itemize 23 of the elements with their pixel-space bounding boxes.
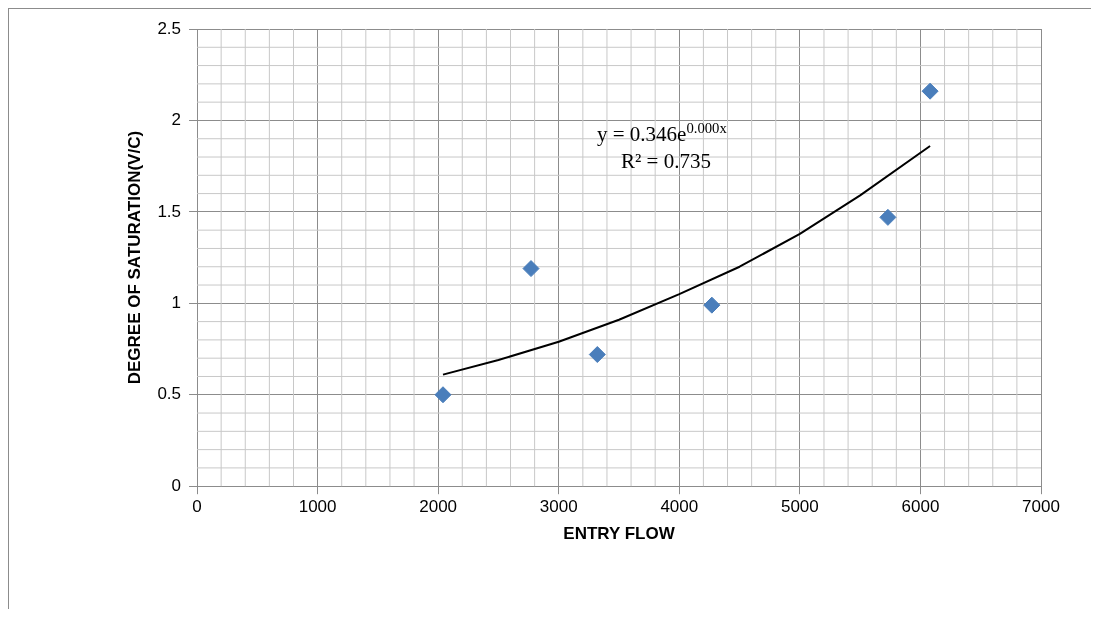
y-tick-label: 2.5: [157, 18, 182, 38]
x-tick-label: 7000: [1022, 497, 1060, 517]
x-tick-label: 0: [192, 497, 202, 517]
y-tick-label: 0: [171, 475, 182, 495]
y-tick-label: 1.5: [157, 201, 182, 221]
point: [588, 346, 606, 364]
y-tick-label: 2: [171, 110, 182, 130]
annotation: R² = 0.735: [621, 149, 711, 173]
point: [703, 296, 721, 314]
x-axis-title: ENTRY FLOW: [563, 524, 676, 544]
x-tick-label: 1000: [298, 497, 337, 517]
y-tick-label: 0.5: [157, 384, 182, 404]
point: [921, 82, 939, 100]
y-axis-title: DEGREE OF SATURATION(V/C): [124, 130, 144, 385]
x-tick-label: 4000: [660, 497, 699, 517]
x-tick-label: 3000: [539, 497, 578, 517]
point: [434, 386, 452, 404]
point: [879, 208, 897, 226]
x-tick-label: 5000: [780, 497, 819, 517]
x-tick-label: 2000: [419, 497, 458, 517]
y-tick-label: 1: [171, 293, 182, 313]
x-tick-label: 6000: [901, 497, 940, 517]
point: [522, 260, 540, 278]
